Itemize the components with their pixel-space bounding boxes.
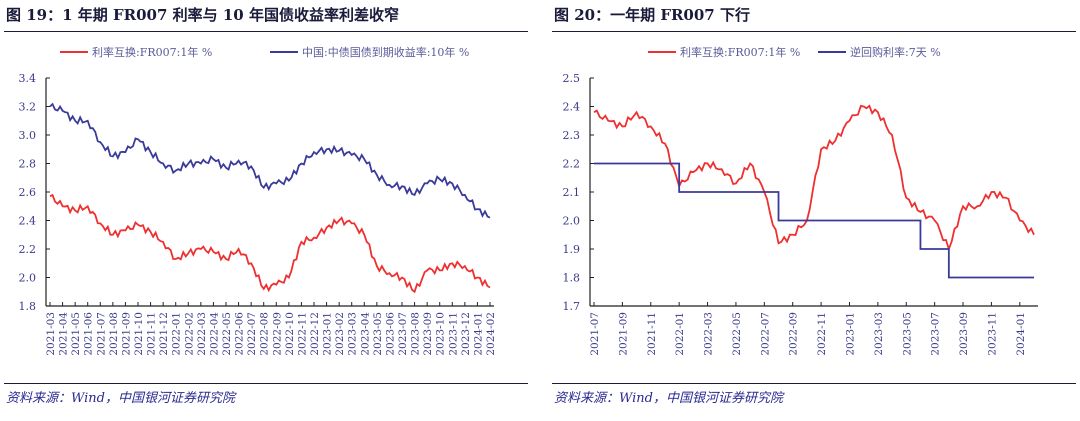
x-tick-label: 2023-12 [460,312,472,356]
x-tick-label: 2022-03 [703,312,715,356]
x-tick-label: 2021-07 [95,312,107,356]
x-tick-label: 2021-09 [617,312,629,356]
title-divider [552,31,1076,32]
x-tick-label: 2023-09 [958,312,970,356]
y-tick-label: 2.0 [19,272,37,285]
x-tick-label: 2023-03 [873,312,885,356]
y-tick-label: 2.8 [19,158,37,171]
series-line [593,104,1035,252]
x-tick-label: 2023-11 [447,312,459,356]
x-tick-label: 2023-01 [844,312,856,356]
source-note: 资料来源：Wind，中国银河证券研究院 [6,391,235,406]
series-line [49,193,491,294]
series-line [594,162,1034,279]
legend-label: 利率互换:FR007:1年 % [680,45,800,59]
x-tick-label: 2022-11 [296,312,308,356]
x-tick-label: 2022-11 [816,312,828,356]
chart-title: 图 19：1 年期 FR007 利率与 10 年国债收益率利差收窄 [6,6,399,24]
x-tick-label: 2021-06 [83,312,95,356]
y-tick-label: 3.4 [19,72,37,85]
chart-panel-20: 图 20：一年期 FR007 下行 利率互换:FR007:1年 % 逆回购利率:7… [548,0,1078,421]
x-tick-label: 2023-06 [384,312,396,356]
y-tick-label: 2.2 [19,243,37,256]
legend-label: 利率互换:FR007:1年 % [92,45,212,59]
x-tick-label: 2022-05 [221,312,233,356]
x-tick-label: 2023-03 [347,312,359,356]
y-tick-label: 2.4 [563,101,581,114]
chart-panel-19: 图 19：1 年期 FR007 利率与 10 年国债收益率利差收窄 利率互换:F… [0,0,530,421]
x-tick-label: 2024-02 [485,312,497,356]
y-tick-label: 2.3 [563,129,581,142]
x-tick-label: 2021-09 [120,312,132,356]
y-tick-label: 2.0 [563,215,581,228]
x-tick-label: 2023-08 [410,312,422,356]
x-tick-label: 2023-02 [334,312,346,356]
x-tick-label: 2023-11 [986,312,998,356]
title-divider [4,31,528,32]
legend-label: 逆回购利率:7天 % [850,45,941,59]
x-tick-label: 2022-01 [674,312,686,356]
x-tick-label: 2023-01 [322,312,334,356]
x-tick-label: 2023-04 [359,312,371,356]
x-tick-label: 2022-06 [234,312,246,356]
x-tick-label: 2021-05 [70,312,82,356]
y-tick-label: 2.2 [563,158,581,171]
chart-19: 利率互换:FR007:1年 % 中国:中债国债到期收益率:10年 % 1.8 2.0 2… [19,45,498,356]
x-tick-label: 2022-08 [259,312,271,356]
y-tick-label: 1.8 [563,272,581,285]
x-tick-label: 2022-07 [759,312,771,356]
y-tick-label: 3.0 [19,129,37,142]
x-tick-label: 2021-10 [133,312,145,356]
x-tick-label: 2022-09 [271,312,283,356]
y-tick-label: 1.8 [19,300,37,313]
y-tick-label: 1.7 [563,300,581,313]
x-tick-label: 2023-10 [435,312,447,356]
x-tick-label: 2021-11 [146,312,158,356]
y-tick-label: 3.2 [19,101,37,114]
x-tick-label: 2023-05 [372,312,384,356]
x-tick-label: 2023-07 [930,312,942,356]
chart-20: 利率互换:FR007:1年 % 逆回购利率:7天 % 1.7 1.8 1.9 2.0 2.1… [563,45,1038,356]
x-tick-label: 2021-11 [646,312,658,356]
y-tick-label: 1.9 [563,243,581,256]
source-note: 资料来源：Wind，中国银河证券研究院 [554,391,783,406]
x-tick-label: 2024-01 [472,312,484,356]
x-tick-label: 2023-09 [422,312,434,356]
y-tick-label: 2.6 [19,186,37,199]
x-tick-label: 2024-01 [1015,312,1027,356]
chart-title: 图 20：一年期 FR007 下行 [554,6,750,24]
x-tick-label: 2021-12 [158,312,170,356]
x-tick-label: 2022-03 [196,312,208,356]
x-tick-label: 2021-08 [108,312,120,356]
x-tick-label: 2022-09 [788,312,800,356]
x-tick-label: 2022-04 [208,312,220,356]
x-tick-label: 2023-05 [901,312,913,356]
x-tick-label: 2021-07 [589,312,601,356]
y-tick-label: 2.5 [563,72,581,85]
x-tick-label: 2022-02 [183,312,195,356]
y-tick-label: 2.4 [19,215,37,228]
x-tick-label: 2022-07 [246,312,258,356]
x-tick-label: 2022-01 [171,312,183,356]
x-tick-label: 2022-12 [309,312,321,356]
x-tick-label: 2021-04 [58,312,70,356]
x-tick-label: 2023-07 [397,312,409,356]
source-divider [552,383,1076,384]
x-tick-label: 2022-10 [284,312,296,356]
series-line [49,102,491,219]
source-divider [4,383,528,384]
legend-label: 中国:中债国债到期收益率:10年 % [302,45,469,59]
x-tick-label: 2021-03 [45,312,57,356]
y-tick-label: 2.1 [563,186,581,199]
x-tick-label: 2022-05 [731,312,743,356]
